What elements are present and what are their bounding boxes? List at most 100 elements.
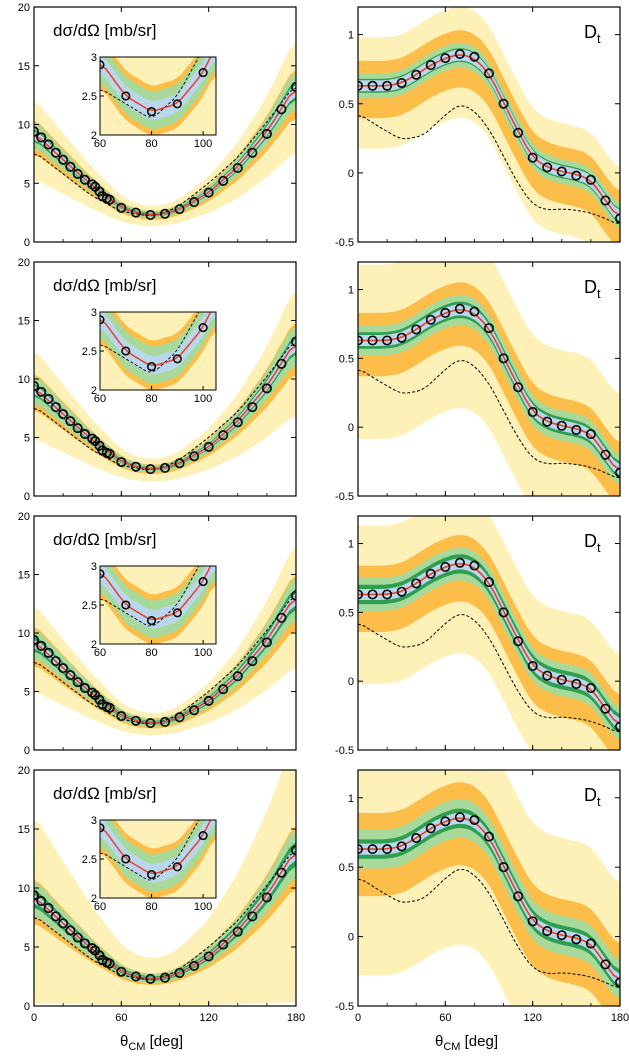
data-point	[43, 903, 54, 914]
data-point	[600, 959, 611, 970]
data-point	[79, 682, 90, 693]
inset-data-point	[100, 823, 105, 833]
observable-label-subscript: t	[597, 794, 601, 809]
data-point	[358, 589, 363, 600]
data-point	[50, 147, 61, 158]
data-point	[367, 844, 378, 855]
data-point	[87, 687, 98, 698]
data-point	[440, 53, 451, 64]
data-point	[527, 916, 538, 927]
data-point	[261, 383, 272, 394]
inset-data-point	[147, 107, 157, 117]
inset-y-tick-label: 2	[91, 893, 97, 905]
inset-y-tick-label: 2	[91, 639, 97, 651]
data-point	[425, 314, 436, 325]
data-point	[87, 943, 98, 954]
data-point	[130, 971, 141, 982]
inset-x-tick-label: 100	[194, 138, 212, 150]
data-point	[276, 358, 287, 369]
data-point	[571, 424, 582, 435]
data-point	[261, 128, 272, 139]
y-tick-label: -0.5	[335, 745, 354, 757]
x-axis-label-left: θCM [deg]	[120, 1033, 183, 1053]
y-tick-label: 0	[24, 237, 30, 249]
data-point	[247, 402, 258, 413]
data-point	[36, 386, 47, 397]
band-green	[358, 798, 620, 999]
data-point	[189, 451, 200, 462]
data-point	[79, 938, 90, 949]
inset-data-point	[121, 854, 131, 864]
y-tick-label: 0	[348, 168, 354, 180]
inset-data-point	[147, 616, 157, 626]
data-point	[79, 428, 90, 439]
inset-x-tick-label: 80	[145, 647, 157, 659]
y-tick-label: 0	[348, 422, 354, 434]
panel-row3-left: 0 5 10 15 20 dσ/dΩ [mb/sr] 60 80 100 2 2.5 3	[18, 511, 297, 757]
data-point	[483, 831, 494, 842]
y-tick-label: -0.5	[335, 491, 354, 503]
data-point	[469, 51, 480, 62]
panel-row2-right: -0.5 0 0.5 1 Dt	[335, 261, 621, 503]
data-point	[483, 577, 494, 588]
data-point	[104, 702, 115, 713]
data-point	[276, 867, 287, 878]
inset-data-point	[172, 608, 182, 618]
y-tick-label: 5	[24, 178, 30, 190]
data-point	[483, 323, 494, 334]
y-tick-label: 20	[18, 765, 30, 777]
data-point	[174, 204, 185, 215]
inset-data-point	[100, 315, 105, 325]
data-point	[218, 939, 229, 950]
panel-frame	[357, 769, 621, 1007]
data-point	[43, 139, 54, 150]
observable-label: Dt	[584, 22, 601, 46]
data-point	[232, 926, 243, 937]
inset-x-tick-label: 80	[145, 901, 157, 913]
y-tick-label: 10	[18, 883, 30, 895]
inset-reference-dashed	[100, 57, 200, 118]
data-point	[203, 695, 214, 706]
data-point	[36, 132, 47, 143]
y-tick-label: 20	[18, 511, 30, 523]
observable-label: Dt	[584, 531, 601, 555]
data-point	[189, 197, 200, 208]
data-point	[440, 307, 451, 318]
x-tick-label: 60	[115, 1012, 127, 1024]
inset-y-tick-label: 2	[91, 385, 97, 397]
data-point	[358, 80, 363, 91]
x-tick-label: 120	[199, 1012, 217, 1024]
inset-band-green	[100, 566, 216, 638]
data-point	[218, 684, 229, 695]
inset-theory-line	[100, 312, 212, 366]
inset-data-point	[198, 831, 208, 841]
inset-band-blue	[100, 566, 216, 629]
data-point	[160, 208, 171, 219]
data-point	[130, 207, 141, 218]
x-tick-label: 180	[287, 1012, 305, 1024]
data-point	[43, 647, 54, 658]
data-point	[600, 195, 611, 206]
data-point	[58, 154, 69, 165]
data-point	[104, 194, 115, 205]
data-point	[43, 393, 54, 404]
data-point	[174, 458, 185, 469]
data-point	[396, 332, 407, 343]
plot-area	[358, 770, 620, 1006]
inset-data-point	[147, 870, 157, 880]
data-point	[79, 174, 90, 185]
x-axis-label-right: θCM [deg]	[435, 1033, 498, 1053]
inset-reference-dashed	[100, 820, 200, 881]
inset-data-point	[147, 362, 157, 372]
data-point	[440, 561, 451, 572]
data-point	[232, 162, 243, 173]
inset-data-point	[121, 600, 131, 610]
band-orange	[358, 30, 620, 242]
data-point	[116, 966, 127, 977]
inset-band-blue	[100, 820, 216, 883]
data-point	[247, 911, 258, 922]
band-green	[358, 547, 620, 741]
panel-row2-left: 0 5 10 15 20 dσ/dΩ [mb/sr] 60 80 100 2 2.5 3	[18, 257, 297, 503]
data-point	[454, 557, 465, 568]
